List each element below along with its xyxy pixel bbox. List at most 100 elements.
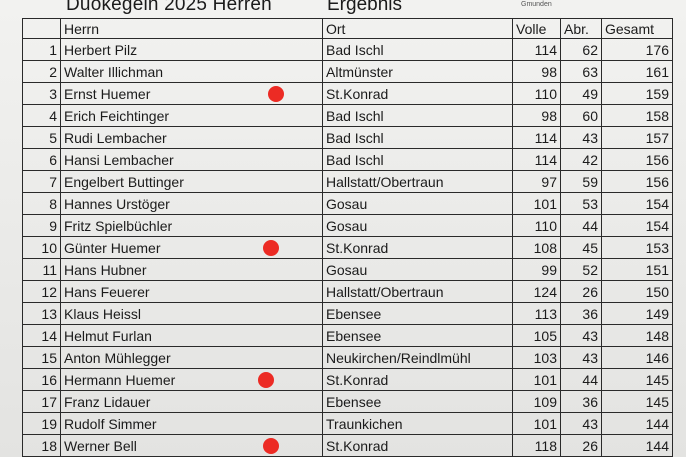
cell-volle-text: 97: [541, 173, 557, 190]
cell-town: Ebensee: [322, 302, 513, 325]
cell-rank: 1: [22, 38, 61, 61]
cell-rank: 5: [22, 126, 61, 149]
column-header-volle: Volle: [512, 18, 561, 39]
red-dot-marker: [268, 86, 284, 102]
cell-gesamt-text: 156: [645, 151, 669, 168]
cell-rank-text: 17: [41, 393, 57, 410]
table-row: 15 Anton Mühlegger Neukirchen/Reindlmühl 10…: [22, 346, 673, 369]
cell-town: Bad Ischl: [322, 148, 513, 171]
cell-gesamt-text: 150: [645, 283, 669, 300]
cell-abr-text: 43: [582, 129, 598, 146]
cell-gesamt-text: 144: [645, 437, 669, 454]
cell-town-text: St.Konrad: [326, 85, 389, 102]
table-row: 14 Helmut Furlan Ebensee 105 43 148: [22, 324, 673, 347]
cell-rank: 13: [22, 302, 61, 325]
cell-abr: 36: [560, 302, 602, 325]
cell-abr-text: 36: [582, 393, 598, 410]
cell-rank-text: 2: [49, 63, 57, 80]
cell-name: Walter Illichman: [60, 60, 323, 83]
cell-abr: 62: [560, 38, 602, 61]
cell-volle-text: 114: [534, 129, 557, 146]
cell-name: Hansi Lembacher: [60, 148, 323, 171]
cell-abr: 63: [560, 60, 602, 83]
cell-gesamt: 145: [601, 390, 673, 413]
table-row: 1 Herbert Pilz Bad Ischl 114 62 176: [22, 38, 673, 61]
cell-name-text: Rudolf Simmer: [64, 415, 157, 432]
cell-volle: 98: [512, 60, 561, 83]
cell-town-text: St.Konrad: [326, 371, 389, 388]
cell-name: Erich Feichtinger: [60, 104, 323, 127]
cell-name: Rudi Lembacher: [60, 126, 323, 149]
cell-rank-text: 14: [41, 327, 57, 344]
cell-volle: 118: [512, 434, 561, 457]
cell-name-text: Ernst Huemer: [64, 85, 151, 102]
cell-abr-text: 53: [582, 195, 598, 212]
cell-gesamt-text: 145: [645, 393, 669, 410]
cell-gesamt-text: 154: [645, 195, 669, 212]
cell-gesamt-text: 151: [645, 261, 669, 278]
cell-volle: 101: [512, 368, 561, 391]
cell-abr: 60: [560, 104, 602, 127]
cell-name-text: Anton Mühlegger: [64, 349, 171, 366]
cell-volle: 108: [512, 236, 561, 259]
cell-volle: 109: [512, 390, 561, 413]
cell-town: Bad Ischl: [322, 126, 513, 149]
table-row: 16 Hermann Huemer St.Konrad 101 44 145: [22, 368, 673, 391]
cell-abr: 43: [560, 346, 602, 369]
cell-abr: 43: [560, 324, 602, 347]
cell-town-text: Altmünster: [326, 63, 393, 80]
cell-gesamt: 157: [601, 126, 673, 149]
cell-abr-text: 49: [582, 85, 598, 102]
cell-name-text: Hansi Lembacher: [64, 151, 174, 168]
cell-volle-text: 124: [533, 283, 557, 300]
column-header-town: Ort: [322, 18, 513, 39]
cell-rank: 16: [22, 368, 61, 391]
cell-town-text: Ebensee: [326, 393, 382, 410]
cell-gesamt: 154: [601, 214, 673, 237]
cell-gesamt: 149: [601, 302, 673, 325]
cell-volle-text: 98: [541, 63, 557, 80]
table-row: 6 Hansi Lembacher Bad Ischl 114 42 156: [22, 148, 673, 171]
table-row: 2 Walter Illichman Altmünster 98 63 161: [22, 60, 673, 83]
cell-town-text: St.Konrad: [326, 239, 389, 256]
cell-abr-text: 26: [582, 437, 598, 454]
cell-rank: 6: [22, 148, 61, 171]
cell-abr: 26: [560, 280, 602, 303]
cell-rank-text: 7: [49, 173, 57, 190]
cell-abr-text: 43: [582, 349, 598, 366]
cell-abr: 43: [560, 126, 602, 149]
city-stamp: Gmunden: [521, 1, 552, 8]
cell-abr-text: 26: [582, 283, 598, 300]
cell-town: St.Konrad: [322, 368, 513, 391]
cell-volle-text: 105: [533, 327, 557, 344]
cell-town-text: Gosau: [326, 261, 368, 278]
cell-abr: 43: [560, 412, 602, 435]
cell-name: Anton Mühlegger: [60, 346, 323, 369]
cell-town: St.Konrad: [322, 236, 513, 259]
cell-volle: 114: [512, 148, 561, 171]
cell-rank-text: 10: [41, 239, 57, 256]
cell-abr: 42: [560, 148, 602, 171]
cell-gesamt: 161: [601, 60, 673, 83]
cell-town-text: Gosau: [326, 217, 368, 234]
cell-name: Herbert Pilz: [60, 38, 323, 61]
cell-rank-text: 4: [49, 107, 57, 124]
cell-volle-text: 110: [534, 217, 557, 234]
cell-name: Ernst Huemer: [60, 82, 323, 105]
cell-rank: 14: [22, 324, 61, 347]
cell-gesamt-text: 156: [645, 173, 669, 190]
cell-abr: 45: [560, 236, 602, 259]
cell-volle: 114: [512, 126, 561, 149]
cell-volle: 99: [512, 258, 561, 281]
cell-abr-text: 36: [582, 305, 598, 322]
cell-name-text: Werner Bell: [64, 437, 137, 454]
cell-rank-text: 18: [41, 437, 57, 454]
cell-rank-text: 3: [49, 85, 57, 102]
red-dot-marker: [263, 240, 279, 256]
table-row: 13 Klaus Heissl Ebensee 113 36 149: [22, 302, 673, 325]
cell-volle-text: 114: [534, 151, 557, 168]
cell-town-text: Bad Ischl: [326, 129, 384, 146]
table-row: 10 Günter Huemer St.Konrad 108 45 153: [22, 236, 673, 259]
cell-gesamt: 153: [601, 236, 673, 259]
